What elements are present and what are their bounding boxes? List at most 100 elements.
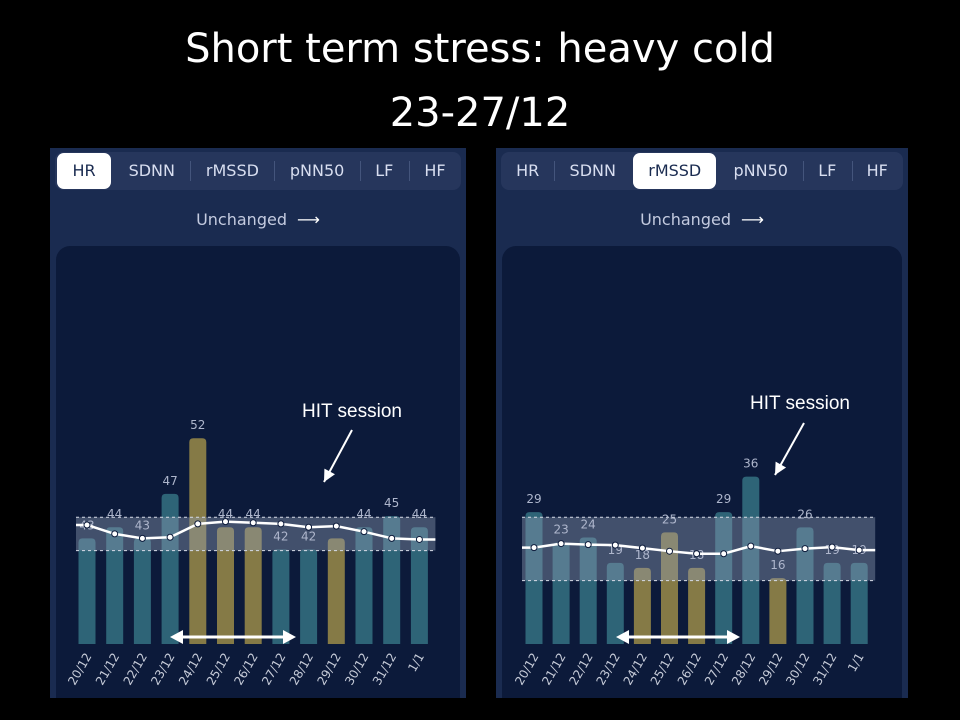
bar: [161, 493, 179, 644]
x-tick-label: 28/12: [729, 651, 758, 688]
trend-point: [277, 520, 285, 528]
bar: [410, 527, 428, 644]
metric-tabs: HR SDNN rMSSD pNN50 LF HF: [501, 152, 903, 190]
trend-point: [693, 550, 701, 558]
bar: [552, 542, 570, 644]
bar: [355, 527, 373, 644]
bar: [106, 527, 124, 644]
trend-label: Unchanged: [196, 210, 287, 229]
x-tick-label: 31/12: [810, 651, 839, 688]
trend-point: [855, 546, 863, 554]
tab-lf[interactable]: LF: [803, 152, 851, 190]
bar: [633, 567, 651, 644]
chart-area: 43444347524444424244454420/1221/1222/122…: [56, 246, 460, 698]
bar: [606, 562, 624, 644]
bar: [769, 578, 787, 644]
trend-point: [138, 534, 146, 542]
bar: [525, 512, 543, 644]
x-tick-label: 24/12: [621, 651, 650, 688]
rmssd-panel: HR SDNN rMSSD pNN50 LF HF Unchanged ⟶ 29 2…: [496, 148, 908, 698]
tab-hf[interactable]: HF: [408, 152, 461, 190]
bar: [217, 527, 234, 644]
value-label: 16: [770, 558, 785, 572]
value-label: 44: [356, 507, 371, 521]
bar: [133, 538, 151, 644]
value-label: 29: [716, 492, 731, 506]
hit-session-annotation: HIT session: [750, 393, 850, 414]
x-tick-label: 31/12: [370, 651, 399, 688]
tab-hr[interactable]: HR: [516, 161, 540, 180]
tab-rmssd[interactable]: rMSSD: [633, 153, 717, 189]
trend-point: [666, 547, 673, 555]
x-tick-label: 30/12: [342, 651, 371, 688]
trend-point: [828, 543, 836, 551]
x-tick-label: 25/12: [648, 651, 677, 688]
tab-pnn50[interactable]: pNN50: [274, 152, 359, 190]
x-tick-label: 22/12: [566, 651, 595, 688]
tab-sdnn[interactable]: SDNN: [128, 161, 175, 180]
trend-point: [111, 530, 119, 538]
x-tick-label: 26/12: [231, 651, 260, 688]
value-label: 23: [553, 523, 568, 537]
x-tick-label: 28/12: [287, 651, 316, 688]
bar: [688, 567, 706, 644]
x-tick-label: 1/1: [845, 651, 867, 675]
bar: [383, 516, 401, 644]
trend-point: [530, 544, 538, 552]
annotation-arrowhead: [324, 468, 335, 482]
bar: [327, 538, 345, 644]
slide-subtitle: 23-27/12: [389, 90, 571, 136]
trend-point: [557, 540, 565, 548]
bar: [715, 512, 733, 644]
hit-session-annotation: HIT session: [302, 401, 402, 422]
x-tick-label: 27/12: [702, 651, 731, 688]
x-tick-label: 21/12: [539, 651, 568, 688]
hr-panel: HR SDNN rMSSD pNN50 LF HF Unchanged ⟶ 43 4…: [50, 148, 466, 698]
x-tick-label: 1/1: [405, 651, 427, 675]
value-label: 24: [581, 518, 596, 532]
x-tick-label: 23/12: [593, 651, 622, 688]
tab-rmssd[interactable]: rMSSD: [190, 152, 274, 190]
trend-point: [801, 545, 809, 553]
trend-point: [747, 542, 755, 550]
tab-hf[interactable]: HF: [851, 152, 904, 190]
value-label: 18: [635, 548, 650, 562]
tab-hr[interactable]: HR: [57, 153, 112, 189]
chart-area: 2923241918251829361626191920/1221/1222/1…: [502, 246, 902, 698]
slide-title: Short term stress: heavy cold: [185, 26, 775, 72]
x-tick-label: 20/12: [65, 651, 94, 688]
trend-point: [584, 541, 592, 549]
bar: [742, 476, 760, 644]
bar: [300, 549, 318, 644]
trend-point: [332, 522, 340, 530]
value-label: 42: [273, 529, 288, 543]
trend-point: [222, 518, 229, 526]
trend-label: Unchanged: [640, 210, 731, 229]
bar: [796, 527, 814, 644]
tab-lf[interactable]: LF: [359, 152, 409, 190]
x-tick-label: 25/12: [204, 651, 233, 688]
x-tick-label: 21/12: [93, 651, 122, 688]
trend-point: [774, 547, 782, 555]
x-tick-label: 29/12: [756, 651, 785, 688]
bar: [244, 527, 262, 644]
stress-period-arrowhead-right: [283, 630, 296, 644]
value-label: 42: [301, 529, 316, 543]
value-label: 25: [662, 512, 677, 526]
stress-period-arrowhead-left: [616, 630, 629, 644]
trend-point: [720, 550, 728, 558]
trend-point: [83, 521, 91, 529]
tab-pnn50[interactable]: pNN50: [733, 161, 788, 180]
bar: [823, 562, 841, 644]
trend-point: [638, 544, 646, 552]
x-tick-label: 30/12: [783, 651, 812, 688]
value-label: 26: [797, 507, 812, 521]
x-tick-label: 27/12: [259, 651, 288, 688]
value-label: 29: [526, 492, 541, 506]
x-tick-label: 20/12: [512, 651, 541, 688]
tab-sdnn[interactable]: SDNN: [554, 152, 631, 190]
metric-tabs: HR SDNN rMSSD pNN50 LF HF: [55, 152, 461, 190]
stress-period-arrowhead-left: [170, 630, 183, 644]
annotation-arrowhead: [775, 461, 787, 475]
trend-point: [611, 541, 619, 549]
